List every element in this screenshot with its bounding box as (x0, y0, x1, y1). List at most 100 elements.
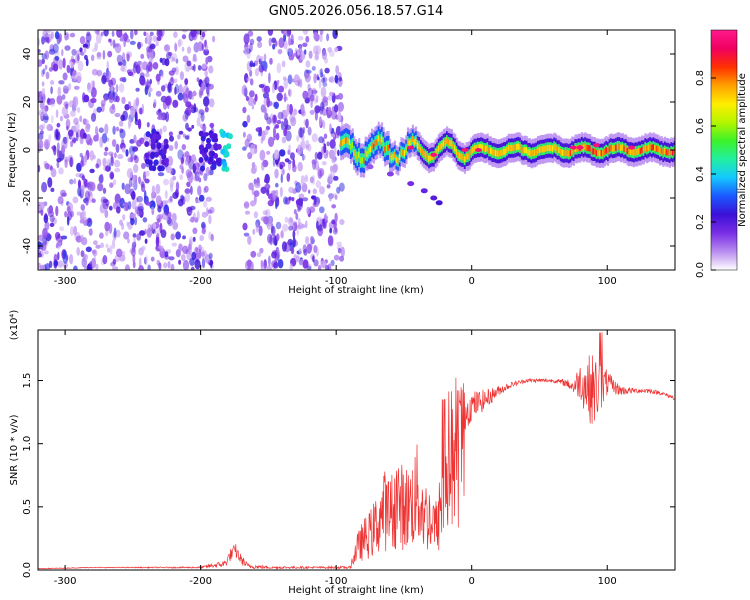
spectrogram-signal-core (382, 141, 385, 148)
spectrogram-signal-core (432, 153, 436, 161)
spectrogram-noise-blob (206, 92, 210, 97)
spectrogram-noise-blob (207, 83, 214, 90)
spectrogram-noise-blob (249, 144, 256, 156)
spectrogram-noise-blob (243, 33, 250, 45)
spectrogram-noise-blob (324, 57, 329, 64)
spectrogram-noise-blob (66, 206, 71, 213)
spectrogram-signal-core (431, 153, 434, 161)
spectrogram-signal-core (654, 144, 657, 152)
spectrogram-signal-core (449, 140, 452, 147)
spectrogram-noise-blob (125, 149, 129, 157)
spectrogram-signal-core (615, 144, 618, 151)
spectrogram-trace-point (407, 181, 415, 187)
spectrogram-noise-blob (50, 86, 53, 95)
spectrogram-noise-blob (257, 41, 263, 48)
spectrogram-noise-blob (302, 90, 309, 100)
spectrogram-signal-core (563, 150, 566, 157)
spectrogram-noise-blob (110, 153, 114, 164)
spectrogram-noise-blob (201, 257, 206, 269)
spectrogram-noise-blob (52, 63, 59, 72)
spectrogram-burst (206, 137, 211, 144)
spectrogram-noise-blob (129, 40, 136, 46)
spectrogram-noise-blob (291, 197, 295, 202)
spectrogram-noise-blob (181, 46, 185, 52)
spectrogram-noise-blob (196, 117, 201, 127)
spectrogram-signal-core (447, 139, 450, 146)
spectrogram-noise-blob (279, 186, 283, 198)
spectrogram-noise-blob (184, 151, 190, 159)
spectrogram-signal-core (649, 143, 652, 150)
spectrogram-noise-blob (71, 48, 77, 56)
spectrogram-noise-blob (330, 259, 335, 267)
spectrogram-noise-blob (276, 62, 282, 74)
spectrogram-noise-blob (172, 221, 179, 230)
spectrogram-noise-blob (274, 149, 280, 160)
colorbar-tick-label: 0.2 (695, 214, 706, 230)
spectrogram-noise-blob (248, 182, 254, 191)
spectrogram-signal-core (478, 144, 481, 151)
spectrogram-hotspot (576, 145, 584, 150)
spectrogram-noise-blob (262, 210, 268, 216)
spectrogram-noise-blob (184, 78, 189, 86)
snr-y-axis-label: SNR (10 * v/v) (9, 414, 20, 485)
spectrogram-signal-core (636, 148, 639, 156)
spectrogram-noise-blob (68, 59, 72, 65)
spectrogram-burst (153, 159, 159, 166)
spectrogram-signal-core (402, 149, 405, 156)
spectrogram-noise-blob (302, 154, 306, 161)
spectrogram-noise-blob (177, 198, 184, 207)
snr-y-multiplier: (x10⁴) (9, 310, 20, 341)
spectrogram-noise-blob (327, 95, 333, 101)
spectrogram-noise-blob (290, 152, 295, 160)
spectrogram-noise-blob (155, 236, 160, 247)
spectrogram-noise-blob (260, 55, 264, 62)
spectrogram-noise-blob (273, 126, 276, 138)
spectrogram-noise-blob (163, 44, 171, 52)
spectrogram-noise-blob (181, 144, 186, 151)
spectrogram-x-tick-label: 0 (469, 276, 475, 287)
spectrogram-noise-blob (102, 187, 107, 194)
spectrogram-noise-blob (287, 149, 291, 155)
spectrogram-burst (156, 134, 162, 140)
spectrogram-noise-blob (73, 178, 77, 185)
spectrogram-noise-blob (129, 151, 135, 162)
spectrogram-noise-blob (160, 229, 167, 239)
spectrogram-noise-blob (302, 259, 309, 269)
spectrogram-noise-blob (84, 190, 90, 202)
spectrogram-signal-core (468, 152, 471, 159)
spectrogram-noise-blob (281, 241, 287, 252)
spectrogram-noise-blob (253, 179, 260, 185)
spectrogram-noise-blob (268, 255, 271, 267)
spectrogram-noise-blob (145, 255, 148, 266)
spectrogram-noise-blob (58, 80, 65, 85)
spectrogram-noise-blob (96, 30, 100, 36)
spectrogram-noise-blob (315, 45, 322, 55)
spectrogram-signal-core (572, 148, 575, 155)
spectrogram-noise-blob (181, 30, 188, 33)
spectrogram-noise-blob (62, 72, 68, 81)
spectrogram-burst (163, 143, 169, 150)
spectrogram-noise-blob (105, 229, 109, 237)
spectrogram-noise-blob (294, 74, 300, 82)
spectrogram-noise-blob (307, 83, 311, 91)
spectrogram-noise-blob (143, 190, 147, 200)
spectrogram-noise-blob (50, 98, 56, 108)
spectrogram-burst (156, 143, 162, 150)
spectrogram-signal-core (618, 143, 621, 150)
spectrogram-noise-blob (67, 83, 72, 91)
spectrogram-noise-blob (79, 173, 85, 179)
spectrogram-noise-blob (51, 217, 57, 225)
spectrogram-noise-blob (249, 90, 255, 98)
spectrogram-burst (157, 165, 163, 172)
spectrogram-signal-core (387, 144, 390, 151)
spectrogram-noise-blob (107, 247, 111, 253)
spectrogram-noise-blob (292, 230, 296, 239)
spectrogram-noise-blob (327, 106, 332, 115)
spectrogram-burst (163, 138, 169, 145)
spectrogram-signal-core (620, 144, 623, 151)
spectrogram-noise-blob (131, 247, 136, 257)
spectrogram-noise-blob (44, 64, 48, 71)
spectrogram-noise-blob (53, 50, 60, 57)
spectrogram-noise-blob (304, 49, 307, 55)
